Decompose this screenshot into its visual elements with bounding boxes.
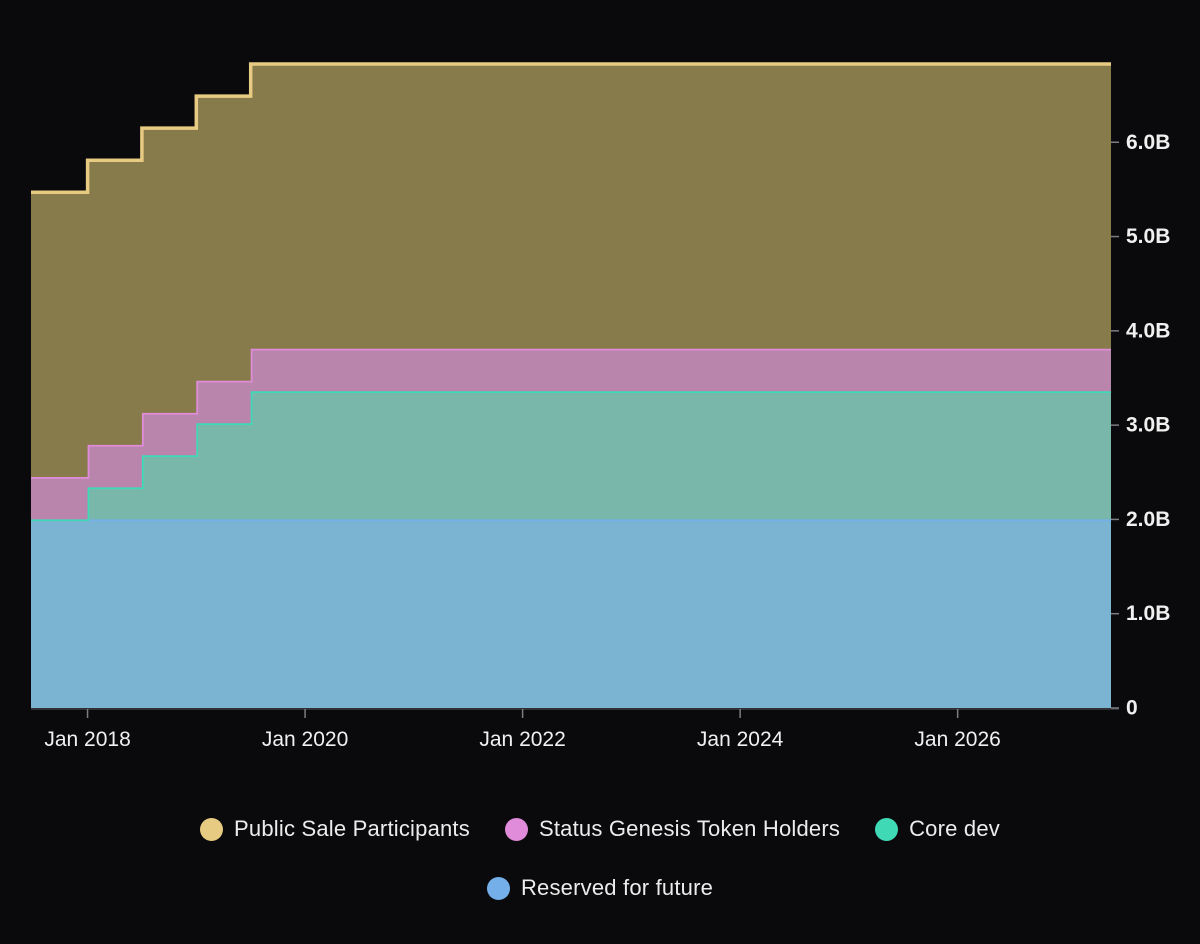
legend-marker-icon (875, 817, 899, 841)
area-series-reserved-for-future[interactable] (31, 519, 1111, 708)
y-tick-label: 1.0B (1126, 602, 1170, 625)
y-tick-label: 3.0B (1126, 414, 1170, 437)
legend-item-label: Status Genesis Token Holders (538, 816, 841, 841)
legend-marker-icon (200, 817, 224, 841)
y-tick-label: 2.0B (1126, 508, 1170, 531)
area-series-status-genesis-token-holders[interactable] (31, 348, 1111, 520)
y-tick-label: 6.0B (1126, 131, 1170, 154)
x-tick-label: Jan 2022 (479, 728, 565, 751)
legend-row-1: Public Sale Participants Status Genesis T… (0, 816, 1200, 842)
stacked-area-chart[interactable]: 0 1.0B 2.0B 3.0B 4.0B 5.0B 6.0B Jan 2018 Jan 202… (0, 0, 1200, 760)
legend-row-2: Reserved for future (0, 875, 1200, 901)
area-series-core-dev[interactable] (31, 391, 1111, 520)
legend-item-status-genesis-token-holders[interactable]: Status Genesis Token Holders (504, 816, 841, 842)
x-tick-label: Jan 2026 (914, 728, 1000, 751)
x-tick-label: Jan 2018 (44, 728, 130, 751)
chart-container: 0 1.0B 2.0B 3.0B 4.0B 5.0B 6.0B Jan 2018 Jan 202… (0, 0, 1200, 760)
legend-item-label: Core dev (909, 816, 1000, 841)
line-series-public-sale-participants (31, 62, 1111, 194)
legend-item-label: Public Sale Participants (234, 816, 470, 841)
x-tick-label: Jan 2024 (697, 728, 784, 751)
legend-item-public-sale-participants[interactable]: Public Sale Participants (200, 816, 470, 842)
legend-marker-icon (486, 876, 510, 900)
x-tick-label: Jan 2020 (262, 728, 348, 751)
legend-item-reserved-for-future[interactable]: Reserved for future (486, 875, 714, 901)
y-tick-label: 0 (1126, 697, 1138, 720)
legend-item-label: Reserved for future (520, 875, 714, 900)
y-tick-label: 4.0B (1126, 319, 1170, 342)
area-series-public-sale-participants[interactable] (31, 64, 1111, 477)
legend-item-core-dev[interactable]: Core dev (875, 816, 1000, 842)
legend-marker-icon (504, 817, 528, 841)
y-tick-label: 5.0B (1126, 225, 1170, 248)
